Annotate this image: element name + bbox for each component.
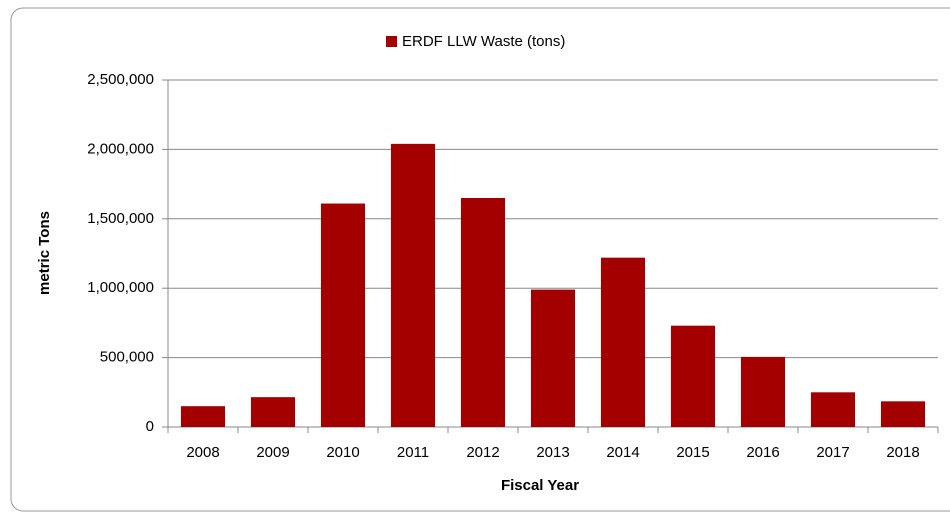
x-tick-label: 2009 — [256, 444, 289, 461]
bar — [460, 197, 506, 427]
x-tick-label: 2017 — [816, 444, 849, 461]
y-tick-label: 2,500,000 — [87, 71, 154, 88]
x-tick-label: 2010 — [326, 444, 359, 461]
x-tick-label: 2012 — [466, 444, 499, 461]
bar — [740, 356, 786, 427]
bar — [810, 392, 856, 427]
y-axis-title: metric Tons — [36, 211, 53, 295]
bar — [250, 397, 296, 427]
bar — [530, 289, 576, 427]
x-tick-label: 2011 — [397, 444, 429, 461]
legend-swatch — [386, 36, 397, 47]
y-tick-label: 500,000 — [100, 349, 154, 366]
x-tick-label: 2013 — [536, 444, 569, 461]
bar — [180, 406, 226, 427]
x-tick-label: 2016 — [746, 444, 779, 461]
bar — [390, 143, 436, 427]
legend-label: ERDF LLW Waste (tons) — [402, 33, 565, 50]
x-tick-label: 2015 — [676, 444, 709, 461]
y-tick-label: 0 — [146, 418, 154, 435]
x-tick-label: 2014 — [606, 444, 639, 461]
x-tick-label: 2018 — [886, 444, 919, 461]
bar — [880, 401, 926, 427]
x-axis-title: Fiscal Year — [501, 477, 579, 494]
bar — [320, 203, 366, 427]
bar — [670, 325, 716, 427]
bar — [600, 257, 646, 427]
y-tick-label: 2,000,000 — [87, 140, 154, 157]
x-tick-label: 2008 — [186, 444, 219, 461]
y-tick-label: 1,500,000 — [87, 210, 154, 227]
y-tick-label: 1,000,000 — [87, 279, 154, 296]
